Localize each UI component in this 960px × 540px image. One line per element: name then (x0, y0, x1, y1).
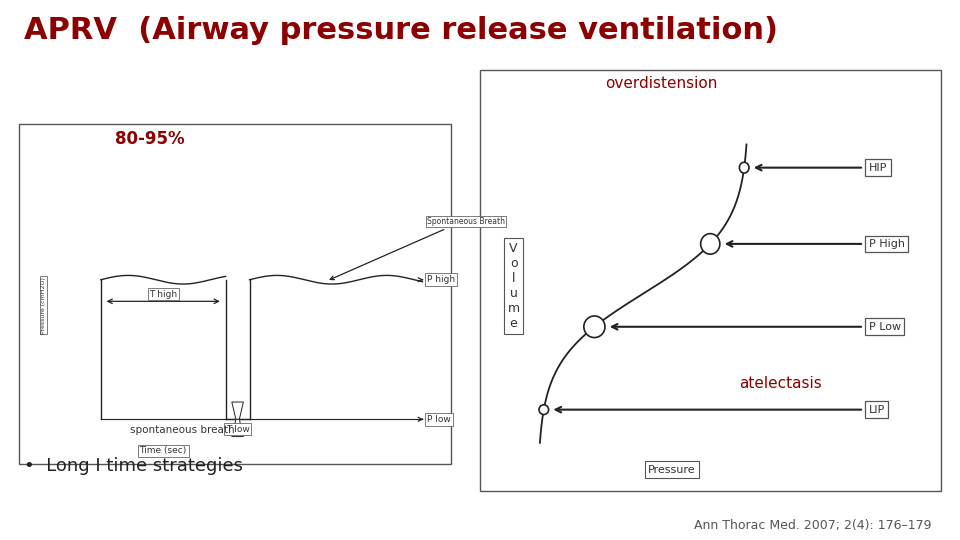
Text: T high: T high (149, 289, 178, 299)
Ellipse shape (701, 234, 720, 254)
Text: 80-95%: 80-95% (115, 130, 185, 147)
Polygon shape (232, 419, 244, 436)
Text: P Low: P Low (869, 322, 900, 332)
Text: atelectasis: atelectasis (739, 376, 822, 391)
Ellipse shape (539, 405, 548, 415)
Text: Pressure: Pressure (648, 465, 696, 475)
Text: Spontaneous Breath: Spontaneous Breath (427, 217, 505, 226)
Text: Ann Thorac Med. 2007; 2(4): 176–179: Ann Thorac Med. 2007; 2(4): 176–179 (694, 519, 931, 532)
Text: P High: P High (869, 239, 904, 249)
Text: APRV  (Airway pressure release ventilation): APRV (Airway pressure release ventilatio… (24, 16, 778, 45)
Text: HIP: HIP (869, 163, 887, 173)
Text: P high: P high (427, 275, 455, 284)
Text: overdistension: overdistension (605, 76, 717, 91)
Ellipse shape (739, 162, 749, 173)
Bar (19, 124, 451, 464)
Text: spontaneous breath: spontaneous breath (131, 424, 234, 435)
Text: T low: T low (226, 424, 250, 434)
Text: Time (sec): Time (sec) (139, 447, 187, 455)
Text: Pressure (cmH2O): Pressure (cmH2O) (40, 276, 46, 334)
Bar (480, 70, 941, 491)
Text: •  Long I time strategies: • Long I time strategies (24, 457, 243, 475)
Polygon shape (232, 402, 244, 419)
Text: P low: P low (427, 415, 451, 424)
Text: V
o
l
u
m
e: V o l u m e (508, 242, 519, 330)
Ellipse shape (584, 316, 605, 338)
Text: LIP: LIP (869, 404, 885, 415)
